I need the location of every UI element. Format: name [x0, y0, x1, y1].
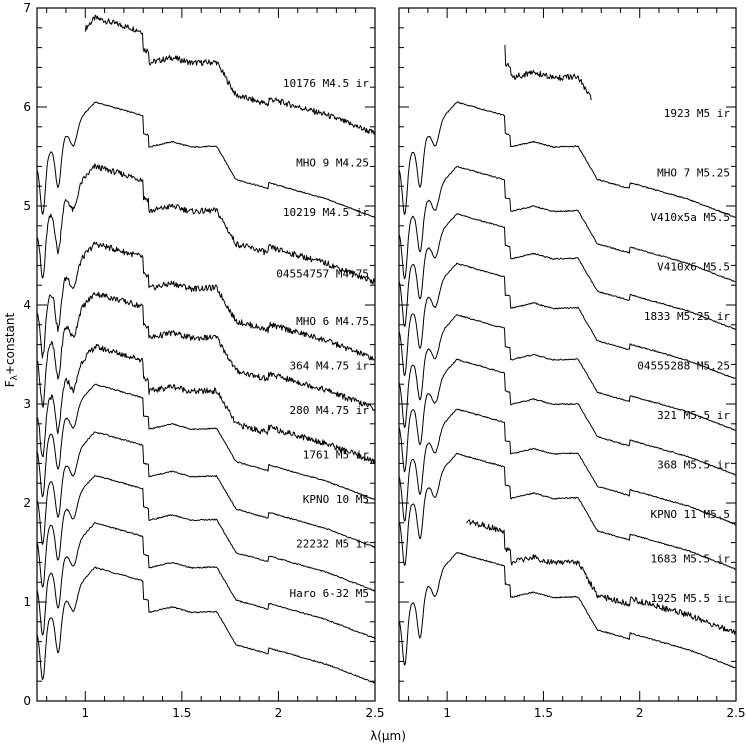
spectrum-label: 321 M5.5 ir [657, 409, 730, 422]
x-tick-label: 1.5 [172, 706, 191, 720]
spectrum-line [399, 551, 736, 669]
spectrum-label: MHO 6 M4.75 [296, 315, 369, 328]
y-tick-label: 2 [23, 496, 31, 510]
spectrum-line [37, 383, 375, 500]
spectrum-label: MHO 9 M4.25 [296, 156, 369, 169]
x-tick-label: 2.5 [365, 706, 384, 720]
y-tick-label: 3 [23, 397, 31, 411]
x-tick-label: 2 [275, 706, 283, 720]
plot-frame [398, 7, 737, 702]
spectrum-label: 10219 M4.5 ir [283, 206, 369, 219]
spectrum-line [37, 163, 375, 285]
spectrum-line [399, 314, 736, 432]
spectrum-line [399, 101, 736, 218]
y-tick-label: 5 [23, 199, 31, 213]
y-tick-label: 6 [23, 100, 31, 114]
spectrum-line [399, 452, 736, 570]
spectrum-line [37, 241, 375, 361]
spectrum-label: V410x6 M5.5 [657, 260, 730, 273]
spectrum-line [84, 14, 375, 135]
spectrum-label: 280 M4.75 ir [290, 404, 370, 417]
spectrum-label: KPNO 10 M5 [303, 493, 369, 506]
x-axis-label: λ(μm) [370, 729, 406, 743]
x-tick-label: 1.5 [534, 706, 553, 720]
spectrum-label: 364 M4.75 ir [290, 359, 370, 372]
spectrum-line [37, 101, 375, 218]
y-tick-label: 1 [23, 595, 31, 609]
x-tick-label: 1 [443, 706, 451, 720]
spectrum-label: 368 M5.5 ir [657, 458, 730, 471]
spectrum-line [399, 165, 736, 283]
spectrum-line [466, 519, 736, 635]
spectrum-line [37, 431, 375, 548]
spectrum-line [504, 44, 592, 101]
spectrum-label: 04555288 M5.25 [637, 359, 730, 372]
x-tick-label: 1 [81, 706, 89, 720]
x-tick-label: 2 [636, 706, 644, 720]
spectrum-line [37, 522, 375, 639]
spectrum-label: MHO 7 M5.25 [657, 166, 730, 179]
spectrum-label: 04554757 M4.75 [276, 267, 369, 280]
spectrum-label: 22232 M5 ir [296, 538, 369, 551]
spectrum-label: Haro 6-32 M5 [290, 587, 369, 600]
spectrum-line [37, 291, 375, 412]
spectrum-label: 1925 M5.5 ir [651, 592, 731, 605]
y-axis-label: Fλ+constant [3, 312, 20, 387]
spectrum-line [37, 344, 375, 465]
spectrum-line [37, 566, 375, 684]
spectrum-label: KPNO 11 M5.5 [651, 508, 730, 521]
spectrum-label: V410x5a M5.5 [651, 211, 730, 224]
left-panel: 1 1.5 2 2.5 0 1 2 3 4 5 6 7 10176 M4.5 ir MHO 9 M4.25… [23, 1, 384, 720]
spectrum-label: 1833 M5.25 ir [644, 310, 730, 323]
spectrum-line [399, 408, 736, 526]
y-tick-label: 0 [23, 694, 31, 708]
spectrum-label: 10176 M4.5 ir [283, 77, 369, 90]
right-panel: 1 1.5 2 2.5 1923 M5 ir MHO 7 M5.25 V410x5a M5.… [398, 7, 746, 720]
spectrum-line [399, 213, 736, 331]
y-tick-label: 7 [23, 1, 31, 15]
spectrum-line [399, 358, 736, 476]
spectrum-label: 1761 M5 ir [303, 448, 370, 461]
spectrum-line [399, 262, 736, 379]
plot-frame [36, 7, 376, 702]
x-tick-label: 2.5 [726, 706, 745, 720]
spectrum-label: 1923 M5 ir [664, 107, 731, 120]
y-tick-label: 4 [23, 298, 31, 312]
spectrum-label: 1683 M5.5 ir [651, 552, 731, 565]
spectrum-line [37, 475, 375, 592]
